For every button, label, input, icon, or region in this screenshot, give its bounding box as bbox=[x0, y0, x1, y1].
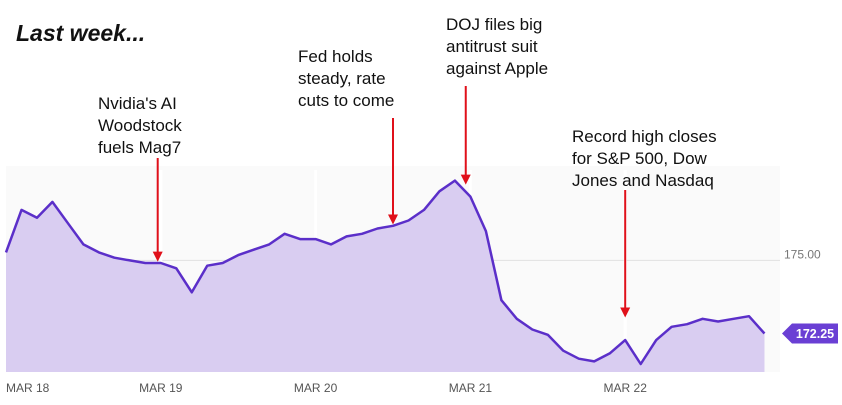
annotation-record-highs: Record high closes for S&P 500, Dow Jone… bbox=[572, 126, 717, 192]
annotation-line: Woodstock bbox=[98, 116, 182, 135]
annotation-line: steady, rate bbox=[298, 69, 386, 88]
series-layer bbox=[4, 179, 766, 372]
series-line bbox=[4, 179, 766, 366]
annotation-nvidia: Nvidia's AI Woodstock fuels Mag7 bbox=[98, 93, 182, 159]
axis-layer: 175.00 MAR 18 MAR 19 MAR 20 MAR 21 MAR 22 172.… bbox=[6, 247, 838, 395]
annotation-line: Fed holds bbox=[298, 47, 373, 66]
annotation-line: Jones and Nasdaq bbox=[572, 171, 714, 190]
series-area bbox=[6, 180, 765, 372]
annotation-line: against Apple bbox=[446, 59, 549, 78]
x-tick-label: MAR 20 bbox=[294, 381, 338, 395]
annotation-line: Record high closes bbox=[572, 127, 717, 146]
x-tick-label: MAR 19 bbox=[139, 381, 183, 395]
chart-title: Last week... bbox=[16, 20, 146, 46]
y-tick-label: 175.00 bbox=[784, 247, 821, 261]
annotation-arrows bbox=[152, 86, 631, 318]
annotation-arrow-head bbox=[460, 174, 471, 185]
x-tick-label: MAR 18 bbox=[6, 381, 50, 395]
annotation-line: for S&P 500, Dow bbox=[572, 149, 707, 168]
annotation-line: cuts to come bbox=[298, 91, 395, 110]
last-value-badge bbox=[782, 323, 838, 344]
annotation-fed: Fed holds steady, rate cuts to come bbox=[298, 46, 394, 112]
annotation-doj: DOJ files big antitrust suit against App… bbox=[446, 14, 548, 80]
annotation-arrow-head bbox=[620, 307, 631, 318]
last-value-label: 172.25 bbox=[796, 327, 834, 341]
annotation-line: Nvidia's AI bbox=[98, 94, 177, 113]
annotation-arrow-head bbox=[388, 214, 398, 225]
x-tick-label: MAR 22 bbox=[604, 381, 648, 395]
annotation-arrow-head bbox=[152, 251, 163, 262]
annotation-line: fuels Mag7 bbox=[98, 138, 182, 157]
annotation-line: DOJ files big bbox=[446, 15, 543, 34]
x-tick-label: MAR 21 bbox=[449, 381, 493, 395]
annotation-line: antitrust suit bbox=[446, 37, 538, 56]
